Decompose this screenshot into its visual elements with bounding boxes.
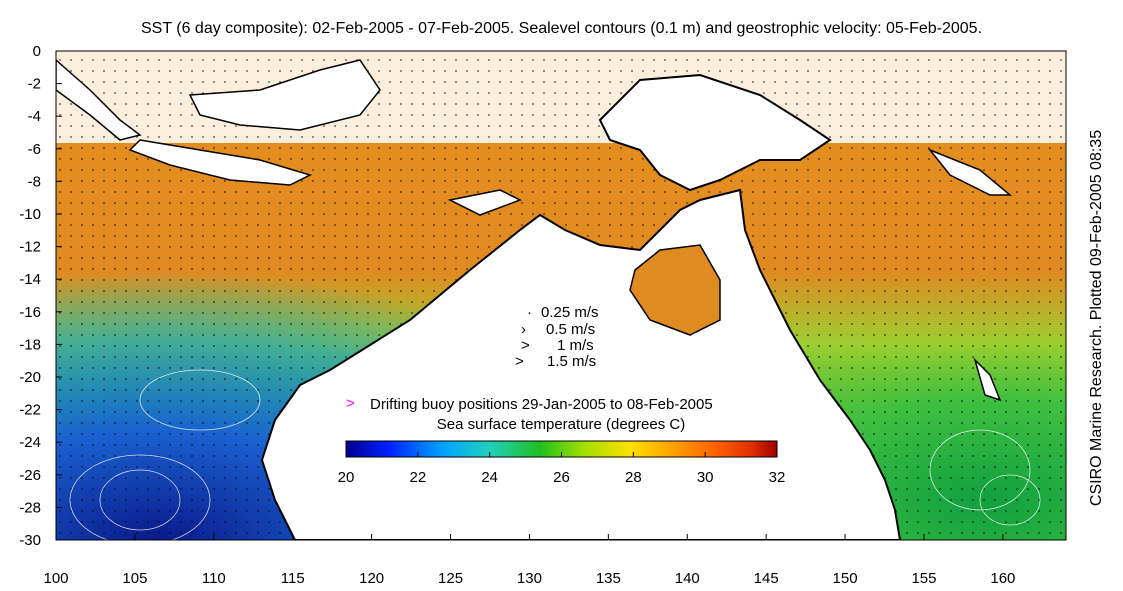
- x-tick-label: 105: [122, 570, 147, 587]
- x-tick-label: 155: [911, 570, 936, 587]
- y-tick-label: -16: [19, 304, 41, 321]
- x-tick-label: 100: [43, 570, 68, 587]
- buoy-glyph: >: [346, 395, 355, 412]
- y-tick-label: -4: [28, 108, 41, 125]
- new-caledonia-land: [973, 357, 1002, 402]
- new-guinea-land: [598, 73, 832, 192]
- y-tick-label: -30: [19, 532, 41, 549]
- legend-glyph-3: >: [515, 353, 524, 370]
- colorbar-tick-label: 20: [338, 469, 355, 486]
- y-tick-label: -26: [19, 467, 41, 484]
- x-tick-label: 130: [517, 570, 542, 587]
- borneo-land: [188, 59, 381, 131]
- y-tick-label: -24: [19, 434, 41, 451]
- y-tick-label: -18: [19, 336, 41, 353]
- x-tick-label: 110: [202, 570, 226, 587]
- colorbar-ticks: 20 22 24 26 28 30 32: [338, 452, 786, 486]
- legend-glyph-2: >: [521, 337, 530, 354]
- x-tick-label: 160: [990, 570, 1015, 587]
- gulf-water: [629, 244, 721, 336]
- legend-label-1: 0.5 m/s: [546, 321, 595, 338]
- x-tick-label: 150: [833, 570, 858, 587]
- x-tick-label: 145: [754, 570, 779, 587]
- x-tick-label: 140: [675, 570, 700, 587]
- y-tick-label: -10: [19, 206, 41, 223]
- x-tick-label: 120: [359, 570, 384, 587]
- y-tick-label: -12: [19, 239, 41, 256]
- y-axis: 0 -2 -4 -6 -8 -10 -12 -14 -16 -18 -20 -22 -24 -26 -28 -…: [19, 43, 62, 549]
- y-tick-label: -22: [19, 402, 41, 419]
- colorbar-tick-label: 30: [697, 469, 714, 486]
- legend-label-3: 1.5 m/s: [547, 353, 596, 370]
- sealevel-contours: [69, 369, 1041, 540]
- colorbar-title: Sea surface temperature (degrees C): [437, 416, 685, 433]
- x-tick-label: 115: [281, 570, 305, 587]
- legend-glyph-0: ·: [527, 304, 532, 321]
- sumatra-land: [56, 58, 142, 141]
- colorbar-tick-label: 32: [769, 469, 786, 486]
- x-axis: 100 105 110 115 120 125 130 135 140 145 150 155 160: [43, 534, 1015, 587]
- x-tick-label: 125: [438, 570, 463, 587]
- timor-land: [447, 189, 522, 216]
- colorbar-tick-label: 26: [553, 469, 570, 486]
- y-tick-label: 0: [33, 43, 41, 60]
- plot-frame: [55, 50, 1067, 541]
- colorbar-tick-label: 28: [625, 469, 642, 486]
- y-tick-label: -28: [19, 499, 41, 516]
- colorbar-tick-label: 24: [481, 469, 498, 486]
- y-tick-label: -6: [28, 141, 41, 158]
- y-tick-label: -8: [28, 173, 41, 190]
- java-land: [128, 139, 313, 186]
- y-tick-label: -20: [19, 369, 41, 386]
- legend-label-2: 1 m/s: [557, 337, 594, 354]
- legend-glyph-1: ›: [521, 321, 526, 338]
- colorbar-tick-label: 22: [409, 469, 426, 486]
- x-tick-label: 135: [596, 570, 621, 587]
- buoy-legend-label: Drifting buoy positions 29-Jan-2005 to 0…: [370, 396, 713, 413]
- y-tick-label: -2: [28, 76, 41, 93]
- y-tick-label: -14: [19, 271, 41, 288]
- map-title: SST (6 day composite): 02-Feb-2005 - 07-…: [140, 20, 983, 37]
- velocity-legend: · 0.25 m/s › 0.5 m/s > 1 m/s > 1.5 m/s: [515, 304, 599, 370]
- legend-label-0: 0.25 m/s: [541, 304, 599, 321]
- solomon-islands: [927, 148, 1013, 196]
